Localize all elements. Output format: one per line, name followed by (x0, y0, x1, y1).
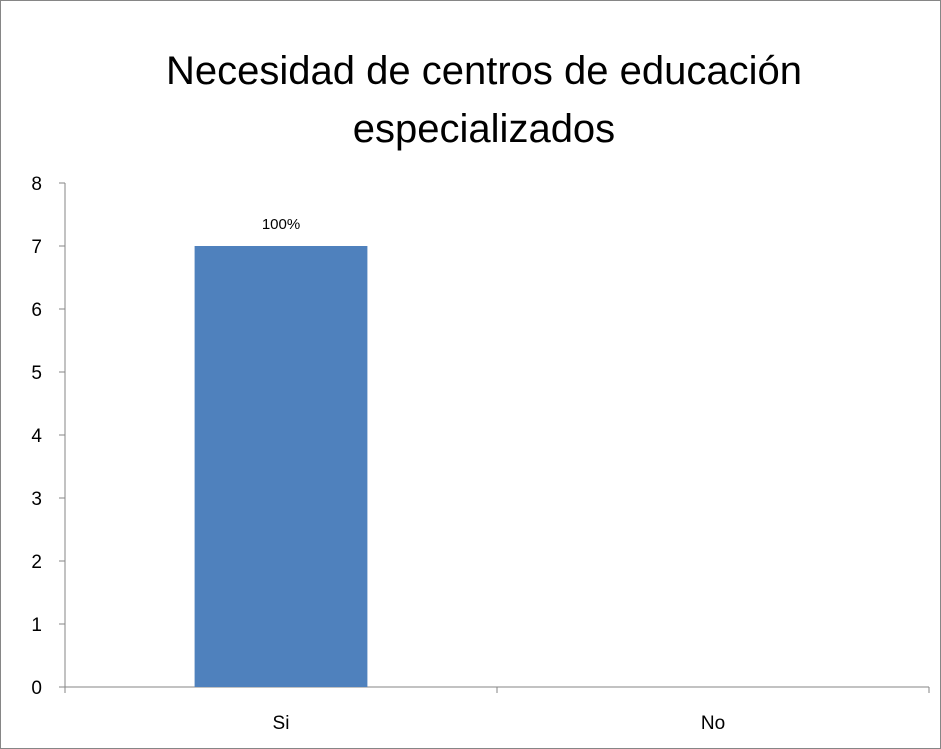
y-axis: 0 1 2 3 4 5 6 7 8 (31, 174, 66, 699)
bars: 100% (194, 216, 368, 687)
y-tick-label: 0 (31, 678, 42, 699)
bar-data-label: 100% (262, 216, 300, 233)
x-axis: Si No (64, 686, 930, 734)
chart-title-line-1: Necesidad de centros de educación (166, 49, 802, 93)
y-tick-label: 5 (31, 363, 42, 384)
y-tick-label: 2 (31, 552, 42, 573)
bar (194, 246, 368, 687)
y-tick-label: 6 (31, 300, 42, 321)
x-category-label: Si (273, 713, 290, 734)
y-tick-label: 3 (31, 489, 42, 510)
y-tick-label: 4 (31, 426, 42, 447)
y-tick-label: 8 (31, 174, 42, 195)
chart-title-line-2: especializados (353, 107, 615, 151)
x-category-label: No (701, 713, 725, 734)
y-tick-label: 7 (31, 237, 42, 258)
y-tick-label: 1 (31, 615, 42, 636)
